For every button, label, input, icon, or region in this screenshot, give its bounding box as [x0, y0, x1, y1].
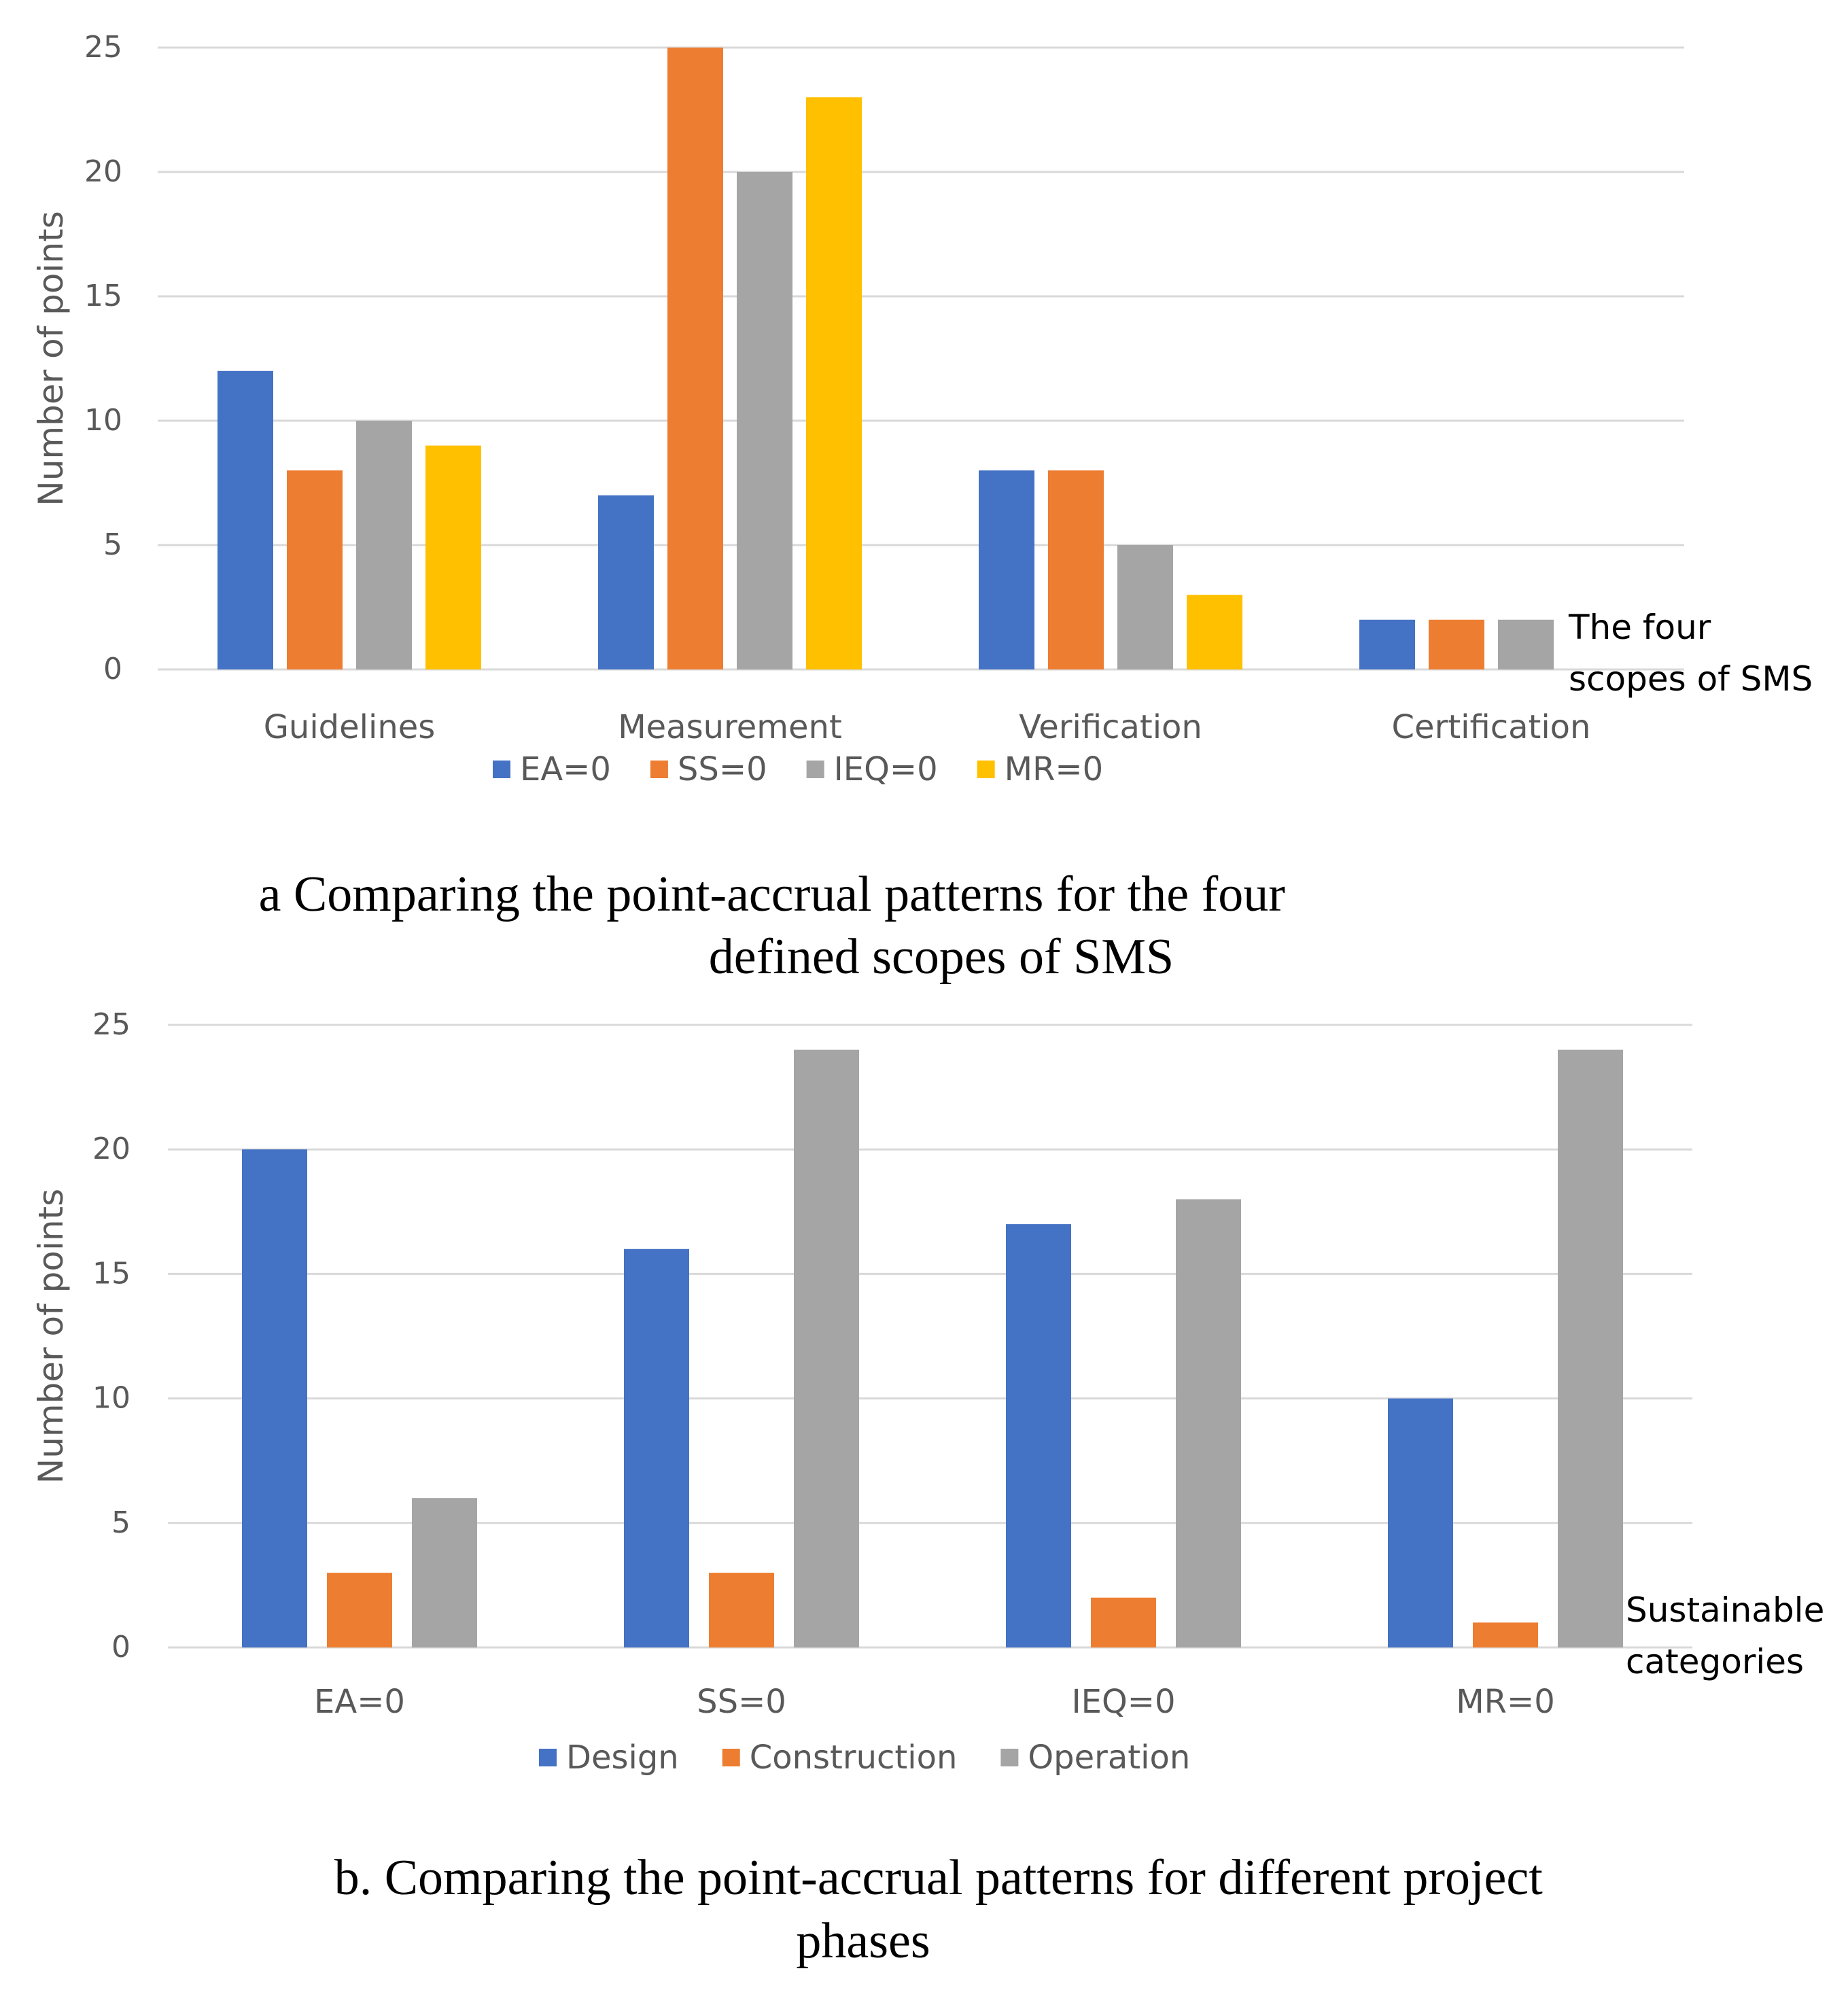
chart-a-legend-label: IEQ=0 — [834, 750, 938, 788]
chart-b-bar — [1473, 1622, 1538, 1647]
chart-a-legend-swatch — [806, 761, 824, 778]
chart-a-bar — [806, 97, 862, 669]
chart-b-x-ticks: EA=0 SS=0 IEQ=0 MR=0 — [314, 1683, 1555, 1721]
chart-b: 0 5 10 15 20 25 Number of points EA=0 SS=0 IEQ=… — [31, 1007, 1835, 1969]
chart-b-legend-swatch — [539, 1749, 557, 1766]
chart-a-caption: a Comparing the point-accrual patterns f… — [259, 867, 1298, 985]
chart-b-x-tick-label: EA=0 — [314, 1683, 405, 1721]
chart-a-bar — [425, 445, 481, 669]
chart-b-bar — [1388, 1398, 1453, 1647]
chart-a-x-tick-label: Measurement — [618, 708, 842, 746]
chart-a-bar — [217, 370, 273, 669]
chart-a-side-note-line-2: scopes of SMS — [1569, 659, 1813, 699]
chart-a-y-tick-label: 25 — [84, 30, 122, 65]
chart-b-grid — [168, 1024, 1692, 1649]
chart-a-legend-label: EA=0 — [520, 750, 611, 788]
chart-b-bar — [1091, 1597, 1156, 1647]
chart-b-bars — [242, 1049, 1623, 1647]
chart-b-side-note-line-1: Sustainable — [1626, 1590, 1824, 1630]
chart-b-bar — [709, 1573, 774, 1647]
chart-a-caption-line-1: a Comparing the point-accrual patterns f… — [259, 867, 1285, 922]
chart-b-y-tick-label: 15 — [92, 1256, 130, 1291]
chart-b-caption: b. Comparing the point-accrual patterns … — [334, 1850, 1556, 1969]
chart-a-legend-label: MR=0 — [1005, 750, 1104, 788]
chart-b-y-tick-label: 10 — [92, 1381, 130, 1416]
chart-b-caption-line-1: b. Comparing the point-accrual patterns … — [334, 1850, 1544, 1906]
chart-a-bar — [598, 495, 654, 669]
chart-b-bar — [1006, 1224, 1071, 1647]
chart-a-bar — [1187, 595, 1242, 669]
chart-a-bar — [1048, 470, 1104, 669]
chart-b-legend-swatch — [1000, 1749, 1019, 1766]
chart-b-bar — [794, 1049, 859, 1647]
chart-a-y-tick-label: 0 — [103, 652, 122, 686]
chart-a-bar — [1498, 619, 1554, 669]
chart-b-bar — [412, 1498, 477, 1647]
chart-a-y-ticks: 0 5 10 15 20 25 — [84, 30, 122, 686]
chart-a-side-note: The four scopes of SMS — [1568, 608, 1813, 699]
chart-b-side-note-line-2: categories — [1626, 1642, 1804, 1681]
chart-b-bar — [242, 1149, 307, 1647]
chart-b-legend-swatch — [722, 1749, 740, 1766]
chart-a-y-tick-label: 20 — [84, 154, 122, 189]
chart-a-y-tick-label: 10 — [84, 403, 122, 438]
chart-a-y-axis-label: Number of points — [31, 211, 71, 506]
chart-b-legend-label: Operation — [1028, 1739, 1190, 1777]
chart-a-x-tick-label: Guidelines — [264, 708, 436, 746]
chart-a-bar — [667, 48, 723, 669]
chart-a: 0 5 10 15 20 25 Number of points Guidelines Me… — [31, 30, 1813, 985]
chart-a-legend-swatch — [977, 761, 995, 778]
chart-b-y-tick-label: 0 — [111, 1630, 130, 1664]
chart-a-y-tick-label: 5 — [103, 527, 122, 562]
chart-b-legend-label: Design — [566, 1739, 679, 1777]
chart-a-legend-swatch — [493, 761, 510, 778]
chart-a-bar — [356, 421, 412, 669]
chart-a-bar — [1117, 545, 1173, 669]
chart-a-bar — [979, 470, 1034, 669]
chart-b-y-axis-label: Number of points — [31, 1189, 71, 1484]
chart-a-side-note-line-1: The four — [1568, 608, 1711, 647]
chart-b-x-tick-label: IEQ=0 — [1071, 1683, 1175, 1721]
chart-a-legend: EA=0 SS=0 IEQ=0 MR=0 — [493, 750, 1103, 788]
chart-b-caption-line-2: phases — [796, 1913, 930, 1969]
chart-b-bar — [1176, 1199, 1241, 1647]
chart-a-bar — [1429, 619, 1484, 669]
chart-a-legend-swatch — [650, 761, 668, 778]
chart-b-y-tick-label: 25 — [92, 1007, 130, 1042]
chart-b-x-tick-label: MR=0 — [1456, 1683, 1555, 1721]
chart-a-legend-label: SS=0 — [678, 750, 767, 788]
chart-b-y-tick-label: 5 — [111, 1505, 130, 1540]
chart-a-y-tick-label: 15 — [84, 279, 122, 313]
chart-b-bar — [624, 1249, 689, 1647]
chart-a-bar — [737, 172, 792, 669]
chart-b-side-note: Sustainable categories — [1626, 1590, 1835, 1681]
chart-b-legend-label: Construction — [750, 1739, 958, 1777]
chart-a-bar — [1359, 619, 1415, 669]
chart-b-y-ticks: 0 5 10 15 20 25 — [92, 1007, 130, 1664]
chart-b-legend: Design Construction Operation — [539, 1739, 1190, 1777]
chart-b-y-tick-label: 20 — [92, 1132, 130, 1166]
chart-b-bar — [327, 1573, 392, 1647]
chart-b-x-tick-label: SS=0 — [697, 1683, 786, 1721]
chart-a-x-tick-label: Verification — [1019, 708, 1202, 746]
chart-a-bar — [287, 470, 343, 669]
chart-b-bar — [1558, 1049, 1623, 1647]
chart-a-caption-line-2: defined scopes of SMS — [709, 929, 1174, 985]
chart-a-x-tick-label: Certification — [1392, 708, 1591, 746]
chart-a-x-ticks: Guidelines Measurement Verification Certifi… — [264, 708, 1591, 746]
chart-a-bars — [217, 48, 1554, 669]
